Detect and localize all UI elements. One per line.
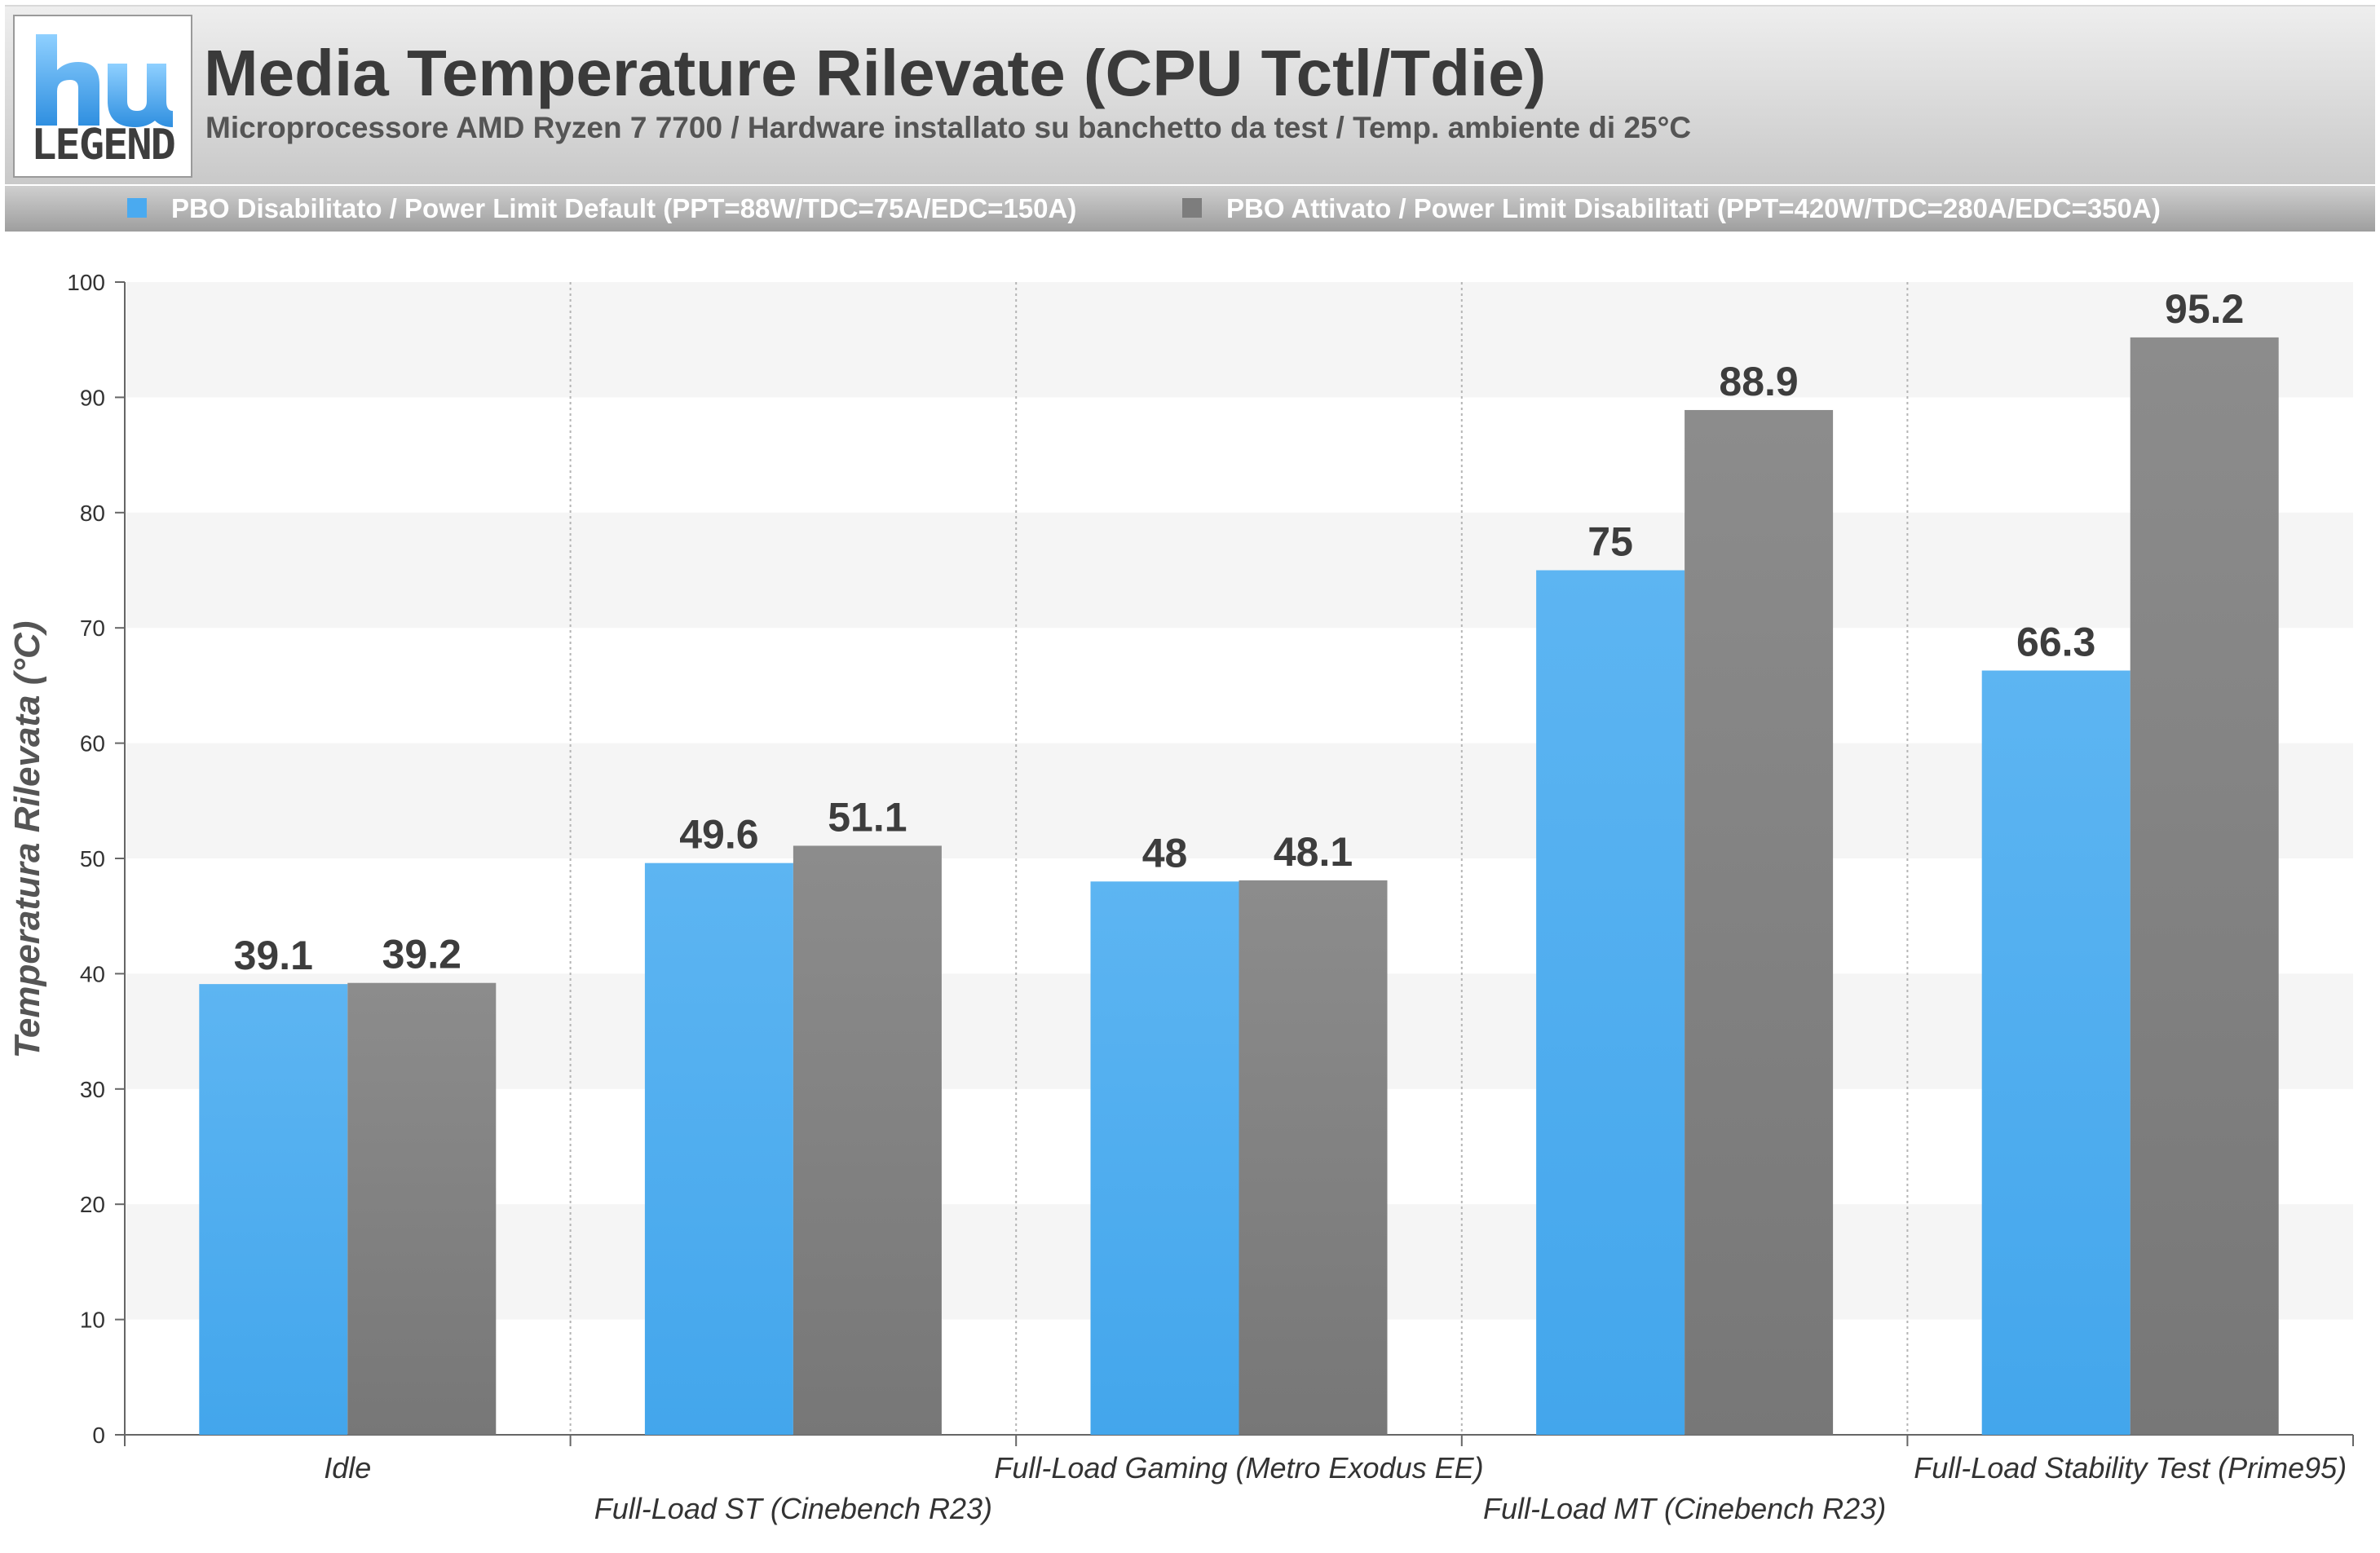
data-label: 75	[1587, 519, 1633, 565]
legend-label-series-1: PBO Disabilitato / Power Limit Default (…	[171, 193, 1077, 223]
bar-series-2	[1685, 409, 1834, 1436]
x-tick-label: Full-Load ST (Cinebench R23)	[594, 1492, 992, 1525]
bar-series-2	[793, 845, 942, 1435]
y-tick-label: 100	[67, 270, 105, 295]
data-label: 66.3	[2016, 620, 2095, 665]
grid-band	[125, 512, 2353, 629]
hwlegend-logo: LEGEND	[13, 15, 192, 178]
x-tick-label: Full-Load Gaming (Metro Exodus EE)	[994, 1451, 1483, 1485]
legend: PBO Disabilitato / Power Limit Default (…	[5, 186, 2375, 232]
y-tick-label: 30	[80, 1077, 105, 1102]
legend-item-series-2[interactable]: PBO Attivato / Power Limit Disabilitati …	[1182, 186, 2161, 232]
grid-band	[125, 282, 2353, 398]
data-label: 95.2	[2165, 286, 2244, 332]
data-label: 51.1	[828, 794, 907, 840]
data-label: 49.6	[679, 812, 758, 858]
y-tick-label: 20	[80, 1192, 105, 1217]
data-label: 88.9	[1719, 359, 1798, 404]
data-label: 48	[1142, 830, 1188, 876]
bar-series-2	[2130, 337, 2279, 1435]
y-tick-label: 10	[80, 1308, 105, 1333]
y-tick-label: 70	[80, 615, 105, 641]
y-tick-label: 50	[80, 846, 105, 871]
y-tick-label: 80	[80, 501, 105, 526]
y-axis-label: Temperatura Rilevata (°C)	[7, 620, 47, 1059]
data-label: 48.1	[1274, 829, 1353, 875]
bar-series-2	[347, 982, 497, 1435]
x-tick-label: Full-Load Stability Test (Prime95)	[1914, 1451, 2347, 1485]
legend-swatch-series-2	[1182, 198, 1202, 218]
logo-legend-text: LEGEND	[31, 121, 176, 170]
legend-swatch-series-1	[127, 198, 147, 218]
hw-logo-icon	[36, 34, 173, 127]
legend-item-series-1[interactable]: PBO Disabilitato / Power Limit Default (…	[127, 186, 1076, 232]
y-tick-label: 60	[80, 731, 105, 757]
x-tick-label: Full-Load MT (Cinebench R23)	[1483, 1492, 1886, 1525]
grid-band	[125, 743, 2353, 858]
bar-series-1	[199, 984, 348, 1435]
chart-subtitle: Microprocessore AMD Ryzen 7 7700 / Hardw…	[205, 111, 1692, 144]
bar-series-1	[1981, 670, 2131, 1435]
y-tick-label: 90	[80, 385, 105, 410]
y-tick-label: 40	[80, 961, 105, 986]
data-label: 39.2	[382, 932, 461, 977]
bar-series-2	[1239, 880, 1388, 1435]
data-label: 39.1	[234, 933, 313, 978]
x-tick-label: Idle	[324, 1451, 371, 1485]
bar-series-1	[1536, 570, 1685, 1435]
bar-series-1	[1090, 881, 1239, 1435]
bar-series-1	[644, 863, 793, 1435]
y-tick-label: 0	[92, 1423, 105, 1448]
chart-header: LEGEND Media Temperature Rilevate (CPU T…	[5, 5, 2375, 184]
legend-label-series-2: PBO Attivato / Power Limit Disabilitati …	[1226, 193, 2161, 223]
chart-title: Media Temperature Rilevate (CPU Tctl/Tdi…	[204, 37, 1547, 109]
